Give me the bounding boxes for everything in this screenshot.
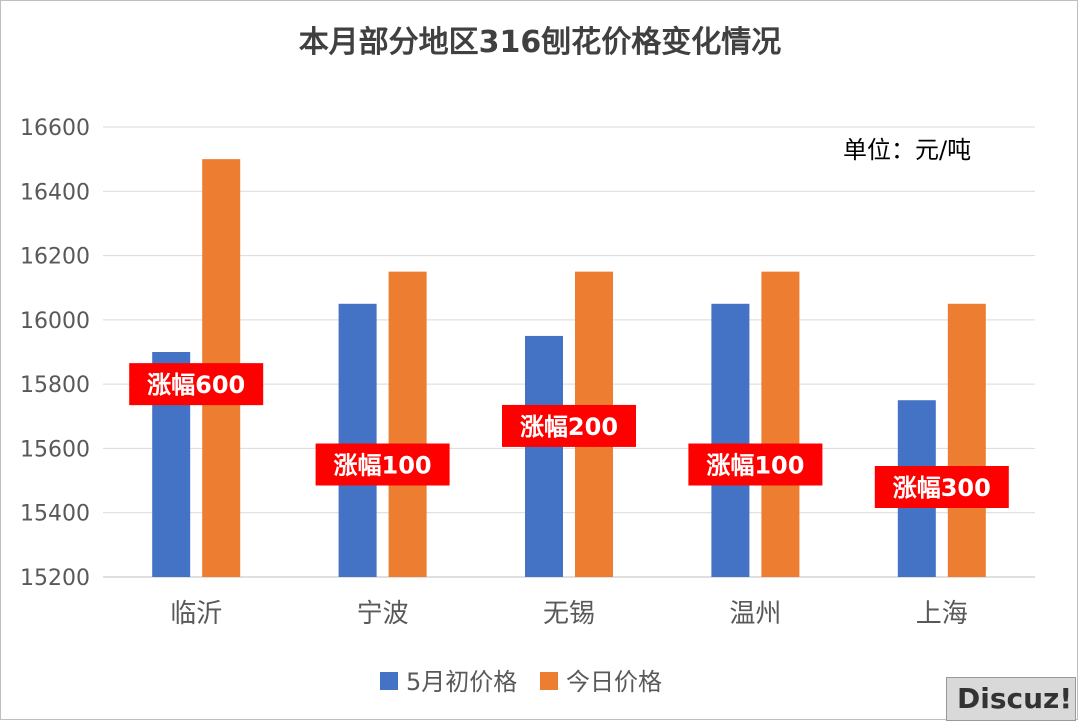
x-tick-label: 上海 (916, 599, 968, 629)
y-tick-label: 15400 (20, 502, 90, 527)
increase-label-box (688, 443, 823, 486)
legend-swatch (380, 672, 398, 690)
bar-today (761, 271, 800, 577)
x-tick-label: 临沂 (170, 599, 222, 629)
bar-early-may (338, 303, 377, 577)
increase-label-box (874, 466, 1009, 508)
increase-label: 涨幅100 (706, 452, 804, 480)
bar-today (947, 303, 986, 577)
y-tick-label: 16200 (20, 245, 90, 270)
watermark: Discuz! (946, 677, 1076, 721)
y-tick-label: 15600 (20, 437, 90, 462)
bar-today (388, 271, 427, 577)
increase-label-box (315, 443, 450, 486)
x-tick-label: 无锡 (543, 599, 595, 629)
increase-label: 涨幅300 (893, 474, 991, 502)
bar-early-may (711, 303, 750, 577)
y-tick-label: 15800 (20, 373, 90, 398)
unit-label: 单位：元/吨 (843, 136, 971, 164)
increase-label: 涨幅100 (334, 452, 432, 480)
y-tick-label: 16000 (20, 309, 90, 334)
x-tick-label: 温州 (729, 599, 781, 629)
y-tick-label: 16600 (20, 116, 90, 141)
bar-early-may (525, 335, 563, 577)
x-tick-label: 宁波 (357, 599, 409, 629)
legend-label: 5月初价格 (406, 668, 517, 696)
increase-label-box (502, 404, 636, 447)
increase-label: 涨幅600 (147, 371, 245, 399)
legend-swatch (540, 672, 558, 690)
y-tick-label: 15200 (20, 566, 90, 591)
y-tick-label: 16400 (20, 180, 90, 205)
legend-label: 今日价格 (566, 668, 662, 696)
increase-label: 涨幅200 (520, 413, 618, 441)
increase-label-box (129, 363, 264, 406)
chart-title: 本月部分地区316刨花价格变化情况 (299, 25, 782, 60)
